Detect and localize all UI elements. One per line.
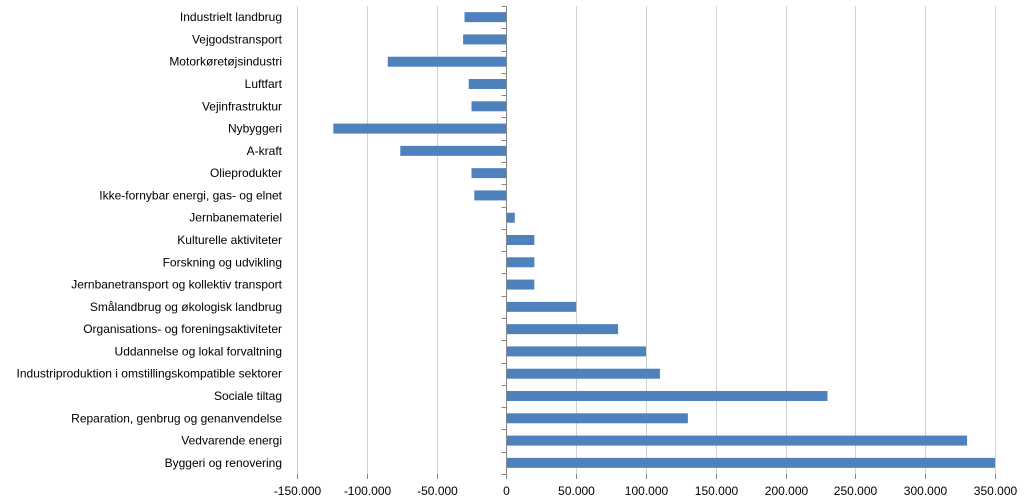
- category-label: A-kraft: [247, 144, 283, 158]
- x-axis-tick-labels: -150.000 -100.000 -50.000 0 50.000 100.000 150…: [274, 484, 1018, 498]
- x-tick-label: 200.000: [765, 484, 809, 498]
- category-label: Ikke-fornybar energi, gas- og elnet: [99, 188, 282, 202]
- bar: [474, 190, 507, 201]
- bar: [506, 257, 535, 268]
- bar: [506, 235, 535, 245]
- bar: [506, 368, 660, 379]
- bar: [400, 145, 507, 156]
- category-label: Organisations- og foreningsaktiviteter: [83, 322, 282, 336]
- category-label: Industriproduktion i omstillingskompatib…: [17, 367, 282, 381]
- bar: [387, 56, 507, 67]
- bar: [506, 212, 515, 223]
- bar: [471, 168, 507, 179]
- bar: [471, 101, 507, 112]
- category-label: Byggeri og renovering: [165, 456, 282, 470]
- category-label: Jernbanemateriel: [189, 211, 282, 225]
- x-tick-label: -100.000: [344, 484, 392, 498]
- bar: [506, 301, 577, 312]
- gridlines: [297, 6, 996, 474]
- bars: [297, 6, 996, 479]
- category-label: Sociale tiltag: [214, 389, 282, 403]
- x-tick-label: 150.000: [695, 484, 739, 498]
- x-tick-label: 250.000: [834, 484, 878, 498]
- category-label: Vedvarende energi: [181, 434, 282, 448]
- category-label: Smålandbrug og økologisk landbrug: [90, 300, 282, 314]
- category-label: Vejinfrastruktur: [202, 99, 282, 113]
- category-label: Reparation, genbrug og genanvendelse: [71, 411, 282, 425]
- bar: [506, 391, 828, 401]
- category-label: Motorkøretøjsindustri: [169, 55, 282, 69]
- x-tick-label: 350.000: [974, 484, 1018, 498]
- bar: [463, 34, 507, 45]
- x-tick-label: 0: [503, 484, 510, 498]
- category-label: Vejgodstransport: [192, 32, 283, 46]
- x-tick-label: -150.000: [274, 484, 322, 498]
- bar: [506, 435, 968, 446]
- bar: [464, 12, 507, 23]
- bar: [506, 279, 535, 290]
- category-label: Jernbanetransport og kollektiv transport: [71, 278, 282, 292]
- x-tick-label: 50.000: [558, 484, 595, 498]
- category-label: Forskning og udvikling: [163, 255, 282, 269]
- x-tick-label: -50.000: [417, 484, 458, 498]
- x-tick-label: 100.000: [625, 484, 669, 498]
- bar: [506, 413, 688, 424]
- bar: [333, 123, 507, 134]
- bar: [468, 79, 507, 89]
- category-label: Olieprodukter: [210, 166, 282, 180]
- bar: [506, 346, 646, 357]
- category-label: Luftfart: [245, 77, 283, 91]
- category-label: Kulturelle aktiviteter: [177, 233, 282, 247]
- category-label: Industrielt landbrug: [180, 10, 282, 24]
- bar: [506, 324, 619, 335]
- category-label: Uddannelse og lokal forvaltning: [115, 344, 282, 358]
- category-label: Nybyggeri: [228, 122, 282, 136]
- category-labels: Industrielt landbrug Vejgodstransport Moto…: [17, 10, 283, 470]
- x-tick-label: 300.000: [904, 484, 948, 498]
- bar: [506, 457, 995, 468]
